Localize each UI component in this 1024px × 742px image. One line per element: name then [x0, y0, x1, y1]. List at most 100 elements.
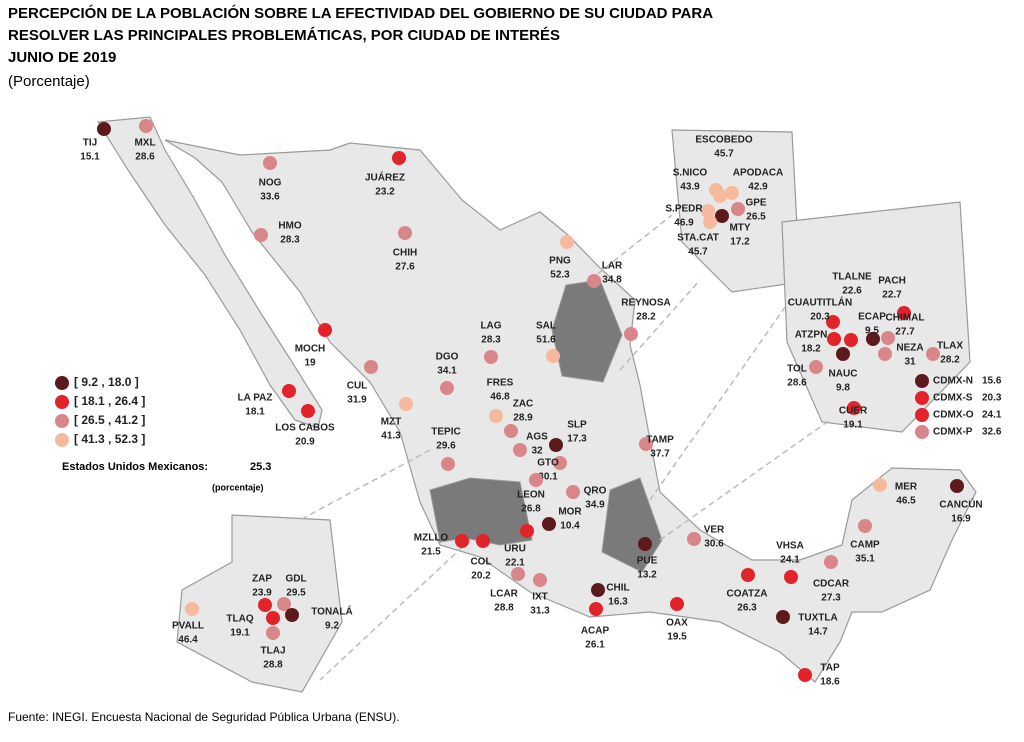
city-name: HMO	[278, 221, 302, 232]
city-name: LA PAZ	[238, 393, 273, 404]
city-name: JUÁREZ	[365, 171, 405, 184]
city-name: CHIMAL	[886, 313, 925, 324]
city-name: CDCAR	[813, 579, 850, 590]
city-value: 31.3	[530, 606, 550, 617]
city-name: MER	[895, 482, 918, 493]
city-name: CAMP	[850, 540, 880, 551]
city-dot	[587, 274, 601, 288]
city-name: ZAC	[513, 399, 534, 410]
city-name: TLAQ	[226, 614, 253, 625]
city-dot	[798, 668, 812, 682]
city-dot	[670, 597, 684, 611]
city-name: MZT	[381, 417, 402, 428]
city-name: TUXTLA	[798, 613, 837, 624]
city-name: PVALL	[172, 621, 204, 632]
city-name: URU	[504, 544, 526, 555]
city-value: 28.3	[280, 235, 300, 246]
city-name: TAP	[820, 663, 840, 674]
city-value: 46.4	[178, 635, 198, 646]
city-value: 26.8	[521, 504, 541, 515]
city-dot	[715, 209, 729, 223]
city-value: 46.9	[674, 218, 694, 229]
city-dot	[881, 331, 895, 345]
city-name: CUAUTITLÁN	[788, 296, 852, 309]
city-name: SLP	[567, 420, 587, 431]
city-dot	[520, 524, 534, 538]
legend-swatch	[55, 376, 69, 390]
city-value: 42.9	[748, 182, 768, 193]
city-name: GPE	[745, 198, 766, 209]
city-value: 28.6	[787, 378, 807, 389]
city-value: 20.3	[810, 312, 830, 323]
city-dot	[836, 347, 850, 361]
city-dot	[513, 443, 527, 457]
city-name: GDL	[285, 574, 306, 585]
city-value: 18.6	[820, 677, 840, 688]
city-value: 18.2	[801, 344, 821, 355]
city-name: CHIL	[606, 583, 629, 594]
city-value: 30.1	[538, 472, 558, 483]
national-unit: (porcentaje)	[212, 482, 264, 492]
baja-california	[96, 116, 323, 429]
city-value: 29.5	[286, 588, 306, 599]
city-dot	[258, 598, 272, 612]
connector	[649, 299, 831, 541]
city-value: 19.5	[667, 632, 687, 643]
city-value: 15.1	[80, 152, 100, 163]
city-name: CDMX-O	[933, 410, 974, 421]
city-dot	[915, 391, 929, 405]
city-value: 31.9	[347, 395, 367, 406]
city-value: 14.7	[808, 627, 828, 638]
city-dot	[529, 473, 543, 487]
jalisco	[429, 477, 533, 546]
city-dot	[591, 583, 605, 597]
city-name: LOS CABOS	[275, 423, 335, 434]
city-dot	[97, 122, 111, 136]
city-name: MTY	[729, 223, 750, 234]
city-dot	[542, 517, 556, 531]
national-label: Estados Unidos Mexicanos:	[62, 461, 208, 473]
city-name: AGS	[526, 432, 548, 443]
city-dot	[858, 519, 872, 533]
city-dot	[847, 401, 861, 415]
city-value: 28.8	[494, 603, 514, 614]
city-dot	[266, 611, 280, 625]
city-value: 24.1	[780, 555, 800, 566]
city-name: MOR	[558, 507, 582, 518]
city-value: 30.6	[704, 539, 724, 550]
city-value: 23.9	[252, 588, 272, 599]
city-dot	[455, 534, 469, 548]
city-value: 32	[531, 446, 543, 457]
city-value: 34.9	[585, 500, 605, 511]
city-dot	[398, 226, 412, 240]
city-value: 28.3	[481, 335, 501, 346]
city-value: 33.6	[260, 192, 280, 203]
city-value: 52.3	[550, 270, 570, 281]
city-value: 10.4	[560, 521, 580, 532]
city-value: 16.3	[608, 597, 628, 608]
city-name: COL	[470, 557, 491, 568]
city-name: ECAP	[858, 312, 886, 323]
city-value: 19	[304, 358, 316, 369]
city-name: DGO	[436, 352, 459, 363]
city-dot	[546, 349, 560, 363]
city-value: 26.3	[737, 603, 757, 614]
city-dot	[533, 573, 547, 587]
city-name: CUL	[347, 381, 368, 392]
city-value: 22.1	[505, 558, 525, 569]
city-dot	[687, 532, 701, 546]
city-dot	[950, 479, 964, 493]
legend-swatch	[55, 395, 69, 409]
city-dot	[476, 534, 490, 548]
city-name: TONALÁ	[311, 605, 352, 618]
city-name: PNG	[549, 256, 571, 267]
legend-label: [ 41.3 , 52.3 ]	[74, 432, 145, 446]
city-name: CDMX-S	[933, 393, 973, 404]
city-value: 13.2	[637, 570, 657, 581]
city-value: 22.7	[882, 290, 902, 301]
city-name: TOL	[787, 364, 807, 375]
city-dot	[282, 384, 296, 398]
city-dot	[915, 425, 929, 439]
city-value: 27.3	[821, 593, 841, 604]
